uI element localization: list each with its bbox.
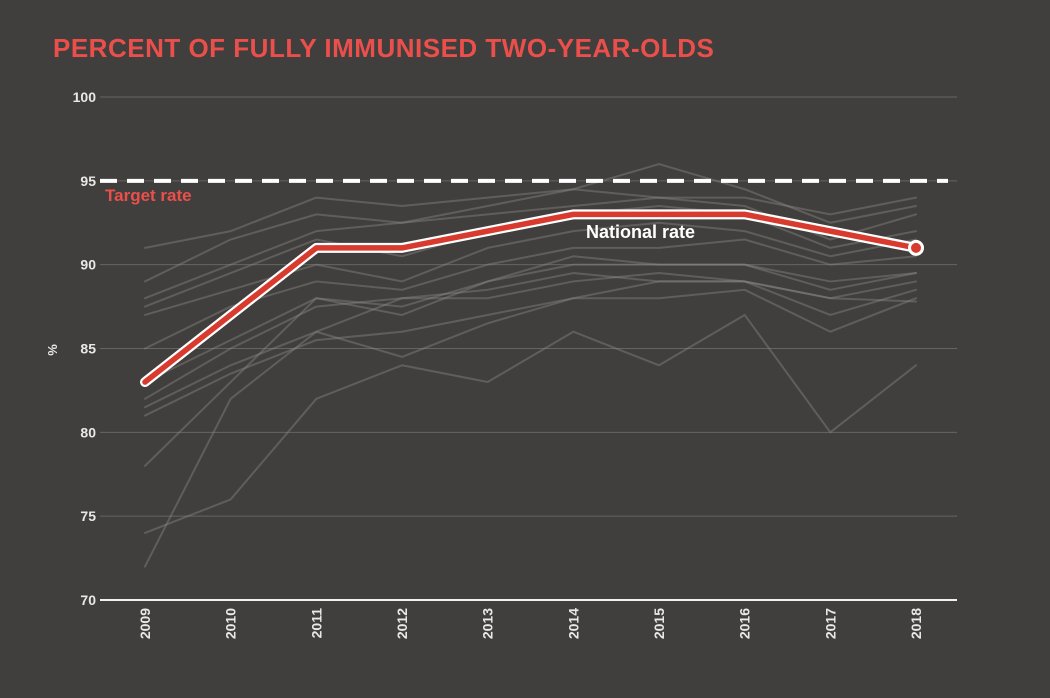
regional-rate-line-regional-7 <box>144 263 917 384</box>
x-tick-label-2012: 2012 <box>394 608 410 639</box>
national-rate-endpoint-dot <box>911 242 921 253</box>
y-axis-title: % <box>45 344 60 356</box>
y-tick-label-95: 95 <box>80 173 96 189</box>
regional-rate-line-regional-2 <box>144 163 917 283</box>
x-tick-label-2018: 2018 <box>908 608 924 639</box>
chart-title: PERCENT OF FULLY IMMUNISED TWO-YEAR-OLDS <box>53 33 715 63</box>
x-axis-tick-labels: 2009 2010 2011 2012 2013 2014 2015 2016 2017 2018 <box>137 608 924 639</box>
x-tick-label-2016: 2016 <box>737 608 753 639</box>
y-tick-label-80: 80 <box>80 424 96 440</box>
x-tick-label-2010: 2010 <box>223 608 239 639</box>
x-tick-label-2014: 2014 <box>565 608 581 639</box>
regional-rate-line-regional-1 <box>144 188 917 249</box>
regional-rate-line-regional-9 <box>144 280 917 409</box>
gridlines <box>100 96 957 517</box>
y-tick-label-90: 90 <box>80 257 96 273</box>
x-tick-label-2017: 2017 <box>822 608 838 639</box>
x-tick-label-2013: 2013 <box>480 608 496 639</box>
national-rate-line <box>142 211 919 385</box>
regional-rate-line-regional-8 <box>144 272 917 400</box>
y-tick-label-70: 70 <box>80 592 96 608</box>
regional-rate-line-regional-12 <box>144 313 917 534</box>
national-rate-label: National rate <box>586 222 695 242</box>
regional-rate-line-regional-6 <box>144 238 917 350</box>
regional-rate-line-regional-13 <box>144 272 917 568</box>
target-rate-label: Target rate <box>105 186 192 205</box>
x-tick-label-2015: 2015 <box>651 608 667 639</box>
y-axis-tick-labels: 70 75 80 85 90 95 100 <box>73 89 97 608</box>
x-tick-label-2011: 2011 <box>308 608 324 639</box>
x-tick-label-2009: 2009 <box>137 608 153 639</box>
y-tick-label-85: 85 <box>80 341 96 357</box>
y-tick-label-100: 100 <box>73 89 97 105</box>
regional-rate-line-regional-10 <box>144 288 917 417</box>
regional-rate-line-regional-11 <box>144 255 917 467</box>
y-tick-label-75: 75 <box>80 508 96 524</box>
